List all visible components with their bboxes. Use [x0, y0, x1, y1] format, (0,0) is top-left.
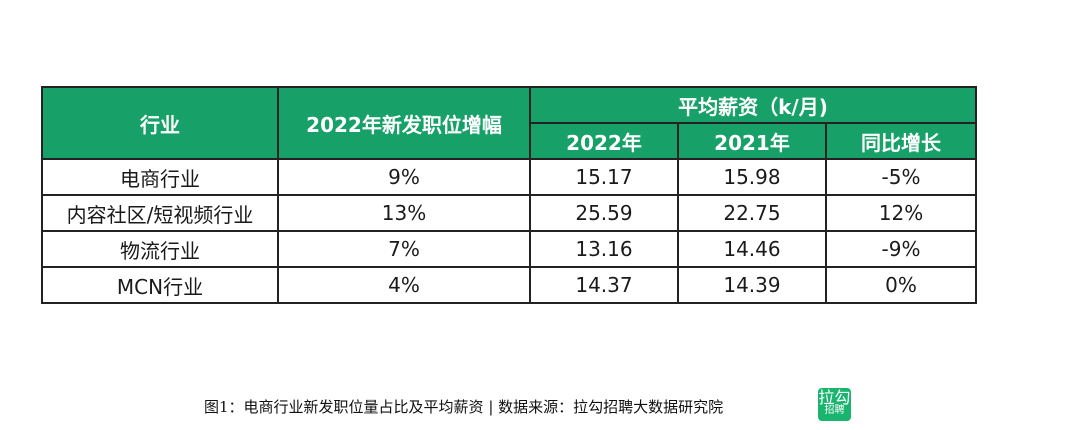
figure-caption: 图1：电商行业新发职位量占比及平均薪资 | 数据来源：拉勾招聘大数据研究院 [204, 398, 724, 416]
salary-table-container: 行业 2022年新发职位增幅 平均薪资（k/月) 2022年 2021年 同比增… [41, 86, 978, 304]
salary-table: 行业 2022年新发职位增幅 平均薪资（k/月) 2022年 2021年 同比增… [41, 86, 978, 304]
cell-salary-2021: 14.39 [677, 266, 827, 304]
cell-salary-2022: 25.59 [529, 194, 679, 232]
cell-salary-2021: 22.75 [677, 194, 827, 232]
logo-line-1: 拉勾 [818, 388, 851, 407]
logo-line-2: 招聘 [824, 405, 845, 416]
header-average-salary: 平均薪资（k/月) [528, 86, 978, 124]
cell-yoy: -9% [824, 230, 978, 268]
cell-salary-2021: 14.46 [677, 230, 827, 268]
header-job-growth: 2022年新发职位增幅 [277, 86, 531, 160]
cell-growth: 9% [277, 158, 531, 196]
table-row: MCN行业 4% 14.37 14.39 0% [41, 266, 978, 304]
cell-growth: 4% [277, 266, 531, 304]
header-year-2021: 2021年 [677, 122, 827, 160]
header-year-2022: 2022年 [529, 122, 679, 160]
header-yoy-growth: 同比增长 [824, 122, 978, 160]
cell-salary-2022: 15.17 [529, 158, 679, 196]
table-row: 物流行业 7% 13.16 14.46 -9% [41, 230, 978, 268]
cell-growth: 13% [277, 194, 531, 232]
cell-growth: 7% [277, 230, 531, 268]
cell-industry: 物流行业 [41, 230, 279, 268]
cell-industry: MCN行业 [41, 266, 279, 304]
table-row: 内容社区/短视频行业 13% 25.59 22.75 12% [41, 194, 978, 232]
cell-industry: 电商行业 [41, 158, 279, 196]
cell-yoy: 0% [824, 266, 978, 304]
cell-salary-2022: 14.37 [529, 266, 679, 304]
table-row: 电商行业 9% 15.17 15.98 -5% [41, 158, 978, 196]
cell-industry: 内容社区/短视频行业 [41, 194, 279, 232]
lagou-logo: 拉勾 招聘 [818, 388, 851, 421]
cell-yoy: 12% [824, 194, 978, 232]
cell-yoy: -5% [824, 158, 978, 196]
cell-salary-2021: 15.98 [677, 158, 827, 196]
cell-salary-2022: 13.16 [529, 230, 679, 268]
header-industry: 行业 [41, 86, 279, 160]
